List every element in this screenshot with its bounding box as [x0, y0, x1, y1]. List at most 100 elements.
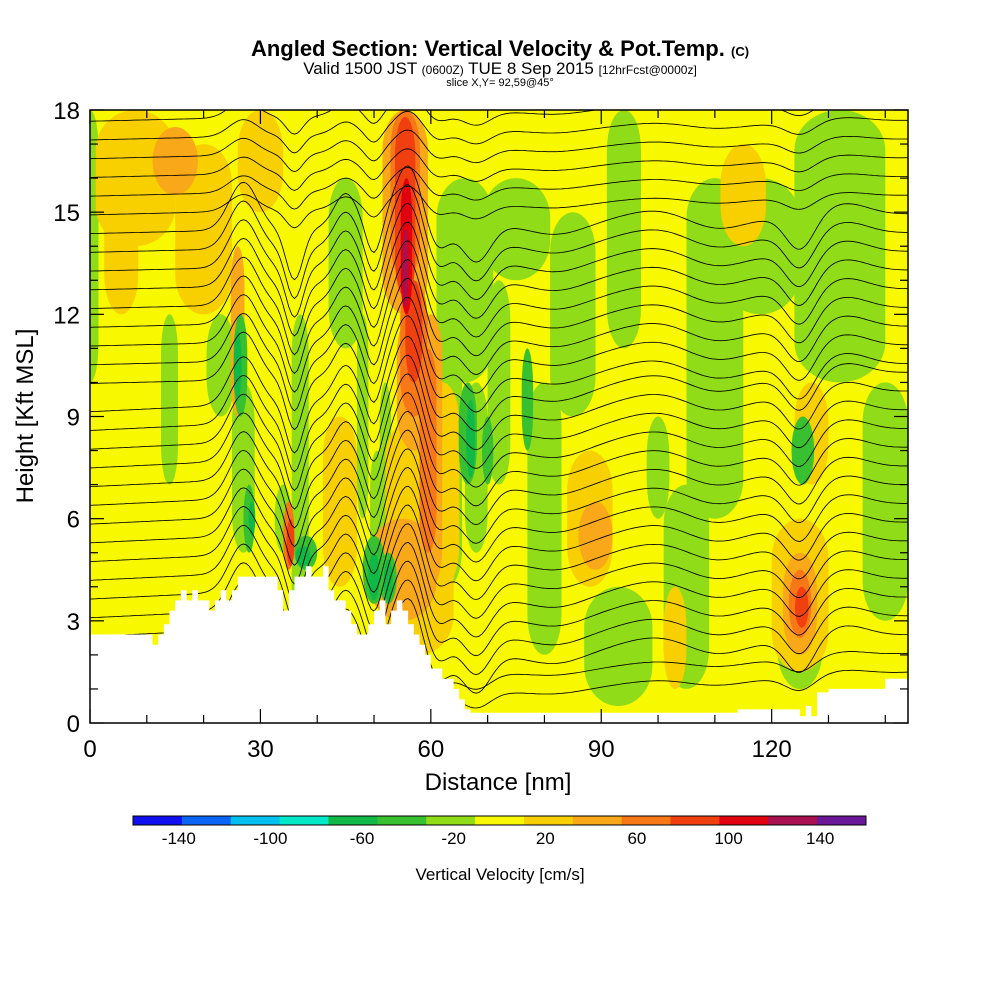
y-tick-label: 0 [67, 711, 80, 738]
isentrope-line-21 [90, 240, 908, 356]
velocity-band-3 [161, 314, 178, 485]
colorbar-segment [230, 816, 280, 825]
colorbar-segment [279, 816, 329, 825]
colorbar-segment [475, 816, 525, 825]
colorbar-segment [621, 816, 671, 825]
x-tick-label: 0 [83, 736, 96, 763]
y-tick-label: 3 [67, 609, 80, 636]
velocity-band-37 [720, 144, 766, 247]
velocity-band-29 [95, 110, 176, 247]
velocity-band-56 [795, 586, 809, 628]
velocity-band-4 [206, 314, 235, 417]
isentrope-line-17 [90, 315, 908, 431]
y-tick-label: 18 [53, 98, 80, 125]
isentrope-line-25 [90, 165, 908, 281]
isentrope-line-7 [90, 504, 908, 623]
isentrope-line-23 [90, 202, 908, 318]
velocity-band-8 [291, 314, 309, 655]
isentrope-line-31 [90, 110, 815, 135]
colorbar-segment [181, 816, 232, 825]
colorbar-tick-label: 60 [627, 829, 646, 848]
colorbar-tick-label: -100 [253, 829, 287, 848]
plot-area [90, 110, 908, 723]
colorbar-segment [523, 816, 574, 825]
colorbar-segment [328, 816, 378, 825]
x-axis-label: Distance [nm] [425, 769, 572, 796]
isentrope-line-14 [90, 373, 908, 492]
isentrope-line-13 [90, 392, 908, 510]
slice-label: slice X,Y= 92,59@45° [446, 77, 554, 89]
velocity-band-21 [606, 110, 641, 349]
isentrope-line-24 [90, 184, 908, 300]
colorbar-segment [426, 816, 476, 825]
colorbar-segment [572, 816, 623, 825]
colorbar-segment [670, 816, 720, 825]
x-tick-label: 120 [752, 736, 792, 763]
isentrope-line-11 [90, 429, 908, 548]
isentrope-line-10 [90, 448, 908, 566]
y-tick-label: 9 [67, 405, 80, 432]
forecast-label: [12hrFcst@0000z] [598, 63, 697, 77]
isentrope-line-16 [90, 335, 908, 454]
velocity-band-14 [436, 178, 494, 383]
velocity-band-73 [466, 399, 476, 478]
velocity-band-65 [482, 416, 494, 485]
isentrope-line-26 [90, 185, 908, 229]
velocity-band-16 [487, 280, 511, 485]
isentrope-line-5 [90, 541, 908, 660]
isentrope-line-19 [90, 277, 908, 393]
isentrope-line-20 [90, 259, 908, 375]
isentrope-line-18 [90, 296, 908, 412]
terrain [90, 566, 908, 723]
velocity-band-66 [521, 348, 534, 451]
chart-subtitle-valid: Valid 1500 JST (0600Z) TUE 8 Sep 2015 [1… [0, 59, 1000, 79]
velocity-band-67 [791, 416, 815, 485]
chart-title: Angled Section: Vertical Velocity & Pot.… [0, 36, 1000, 62]
colorbar-segment [133, 816, 183, 825]
velocity-band-43 [578, 501, 613, 570]
isentrope-line-22 [90, 221, 908, 337]
valid-time: Valid 1500 JST [303, 59, 417, 78]
colorbar-segment [817, 816, 867, 825]
x-tick-label: 90 [588, 736, 615, 763]
colorbar-tick-label: 20 [536, 829, 555, 848]
y-tick-label: 12 [53, 302, 80, 329]
isentrope-line-8 [90, 485, 908, 604]
velocity-band-72 [383, 559, 393, 601]
velocity-band-28 [862, 382, 908, 621]
colorbar-label: Vertical Velocity [cm/s] [415, 865, 584, 884]
velocity-band-19 [550, 212, 596, 417]
isentrope-line-15 [90, 354, 908, 473]
x-tick-label: 30 [247, 736, 274, 763]
isentrope-line-28 [90, 148, 908, 191]
isentrope-line-29 [90, 129, 908, 173]
colorbar: -140 -100 -60 -20 20 60 100 140 [132, 815, 867, 848]
colorbar-tick-label: -60 [350, 829, 375, 848]
velocity-band-58 [402, 229, 409, 308]
chart-title-main: Angled Section: Vertical Velocity & Pot.… [250, 36, 725, 61]
x-tick-label: 60 [417, 736, 444, 763]
isentrope-line-9 [90, 467, 908, 585]
colorbar-segment [719, 816, 769, 825]
y-tick-label: 15 [53, 200, 80, 227]
velocity-band-22 [646, 416, 670, 519]
isentrope-line-6 [90, 523, 908, 641]
valid-utc: (0600Z) [421, 63, 464, 77]
velocity-field [90, 110, 908, 706]
y-axis-label: Height [Kft MSL] [12, 329, 39, 504]
colorbar-tick-label: -140 [162, 829, 196, 848]
velocity-band-71 [368, 552, 380, 601]
isentrope-line-27 [90, 167, 908, 210]
colorbar-segment [768, 816, 818, 825]
colorbar-tick-label: 140 [806, 829, 834, 848]
valid-date: TUE 8 Sep 2015 [468, 59, 594, 78]
velocity-band-27 [794, 110, 886, 383]
axes: 0 30 60 90 120 0 3 6 9 12 15 18 [53, 98, 908, 763]
y-tick-label: 6 [67, 507, 80, 534]
colorbar-tick-label: -20 [441, 829, 466, 848]
velocity-band-69 [248, 501, 256, 536]
velocity-band-20 [584, 586, 653, 706]
chart-title-unit: (C) [731, 44, 750, 59]
colorbar-frame [132, 815, 867, 826]
